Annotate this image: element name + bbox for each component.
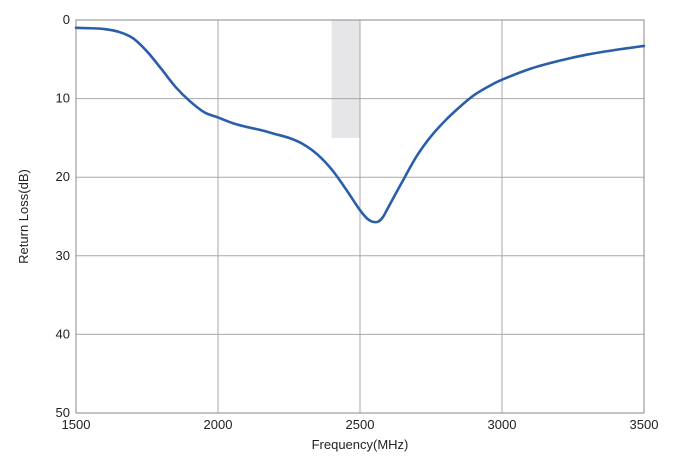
plot-area-frame xyxy=(75,19,645,414)
shaded-band-layer xyxy=(331,20,360,138)
x-axis-title: Frequency(MHz) xyxy=(312,437,409,452)
shaded-band xyxy=(331,20,360,138)
series-line-0 xyxy=(74,26,646,224)
y-axis-title: Return Loss(dB) xyxy=(16,169,31,264)
x-tick-label-3000: 3000 xyxy=(488,417,517,432)
x-tick-label-3500: 3500 xyxy=(630,417,659,432)
y-tick-label-30: 30 xyxy=(56,248,70,263)
x-tick-label-1500: 1500 xyxy=(62,417,91,432)
y-tick-label-10: 10 xyxy=(56,91,70,106)
grid-layer xyxy=(76,20,644,413)
y-tick-label-50: 50 xyxy=(56,405,70,420)
x-tick-labels: 1500 2000 2500 3000 3500 xyxy=(62,417,659,432)
y-tick-labels: 0 10 20 30 40 50 xyxy=(56,12,70,420)
series-layer xyxy=(74,26,646,224)
y-tick-label-20: 20 xyxy=(56,169,70,184)
x-tick-label-2500: 2500 xyxy=(346,417,375,432)
y-tick-label-0: 0 xyxy=(63,12,70,27)
x-tick-label-2000: 2000 xyxy=(204,417,233,432)
y-tick-label-40: 40 xyxy=(56,326,70,341)
